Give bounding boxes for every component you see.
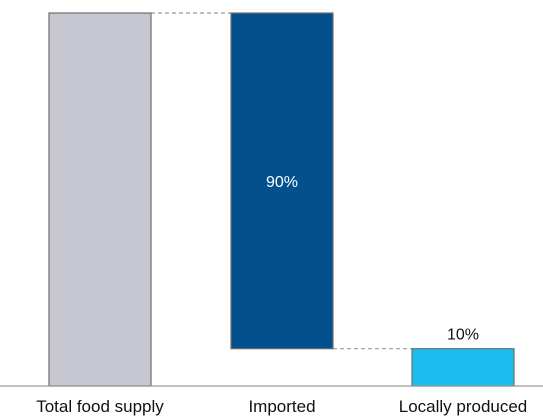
bar-imported bbox=[230, 12, 334, 350]
category-labels: Total food supply Imported Locally produce… bbox=[36, 397, 527, 416]
category-label-total-food-supply: Total food supply bbox=[36, 397, 164, 416]
bar-locally-produced bbox=[411, 348, 515, 387]
bars bbox=[48, 12, 515, 387]
category-label-imported: Imported bbox=[248, 397, 315, 416]
data-labels: 90% 10% bbox=[266, 174, 479, 344]
category-label-locally-produced: Locally produced bbox=[399, 397, 528, 416]
connector-lines bbox=[151, 12, 412, 350]
data-label-imported: 90% bbox=[266, 174, 298, 191]
bar-total-food-supply bbox=[48, 12, 152, 387]
data-label-locally-produced: 10% bbox=[447, 327, 479, 344]
